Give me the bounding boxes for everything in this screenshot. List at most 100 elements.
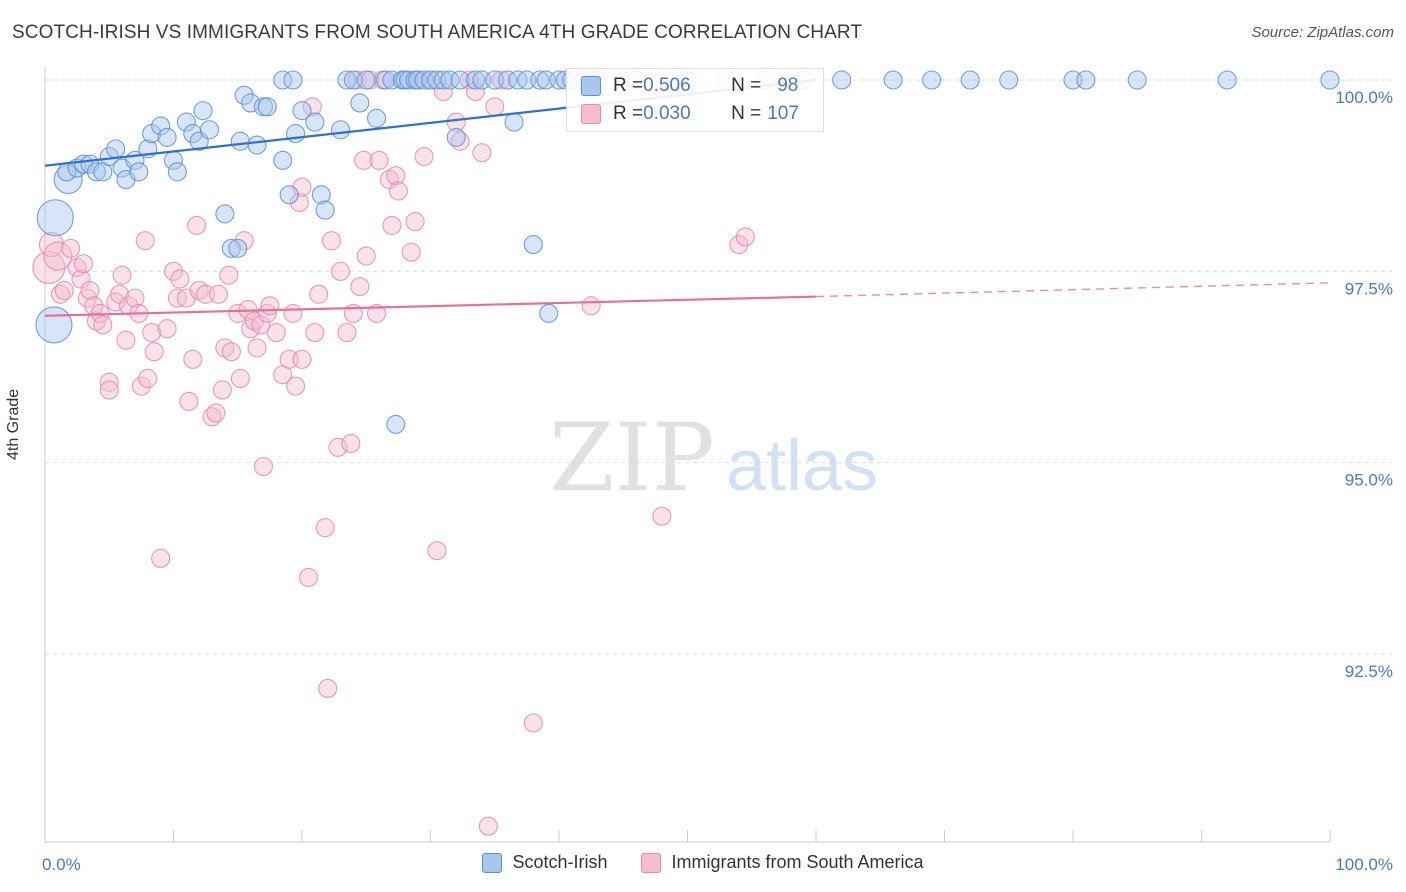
data-point [311, 185, 331, 205]
data-point [530, 70, 550, 90]
data-point [106, 139, 126, 159]
data-point [292, 349, 312, 369]
data-point [260, 296, 280, 316]
data-point [504, 112, 524, 132]
stats-swatch-pink [581, 104, 601, 124]
x-tick-label: 0.0% [42, 855, 81, 874]
data-point [266, 323, 286, 343]
data-point [999, 70, 1019, 90]
data-point [202, 407, 222, 427]
y-tick-label: 92.5% [1345, 662, 1393, 681]
data-point [163, 261, 184, 281]
series-immigrants-points [32, 70, 755, 836]
data-point [369, 150, 389, 170]
data-point [253, 456, 274, 477]
data-point [221, 238, 241, 258]
data-point [283, 70, 303, 90]
data-point [382, 215, 402, 235]
stats-r-label: R = [613, 103, 644, 124]
data-point [221, 342, 241, 362]
data-point [230, 368, 250, 389]
data-point [151, 548, 171, 568]
legend-item-immigrants[interactable]: Immigrants from South America [641, 852, 924, 873]
data-point [228, 238, 248, 258]
data-point [187, 215, 207, 235]
data-point [1127, 70, 1147, 90]
data-point [170, 269, 190, 289]
data-point [219, 265, 239, 285]
stats-n-label: N = [731, 103, 762, 124]
series-legend: Scotch-Irish Immigrants from South Ameri… [0, 852, 1406, 873]
data-point [305, 112, 325, 132]
data-point [883, 70, 903, 90]
data-point [1076, 70, 1096, 90]
tick-labels: 100.0% 97.5% 95.0% 92.5% 0.0% 100.0% [42, 88, 1393, 874]
stats-n-label: N = [731, 75, 762, 96]
data-point [292, 101, 312, 121]
data-point [1217, 70, 1237, 90]
data-point [315, 518, 335, 538]
data-point [50, 284, 70, 304]
stats-n-value: 107 [767, 103, 799, 124]
data-point [309, 284, 329, 304]
watermark-zip: ZIP [549, 404, 715, 513]
data-point [729, 234, 749, 255]
chart-title: SCOTCH-IRISH VS IMMIGRANTS FROM SOUTH AM… [12, 22, 863, 43]
data-point [498, 70, 518, 90]
data-point [960, 70, 980, 90]
data-point [273, 150, 293, 170]
data-point [401, 242, 421, 262]
data-point [283, 303, 303, 323]
data-point [388, 181, 408, 201]
data-point [157, 319, 177, 339]
data-point [179, 391, 199, 411]
data-point [228, 303, 248, 323]
source-label: Source: ZipAtlas.com [1251, 24, 1394, 41]
data-point [99, 372, 119, 392]
data-point [77, 288, 97, 308]
legend-label-scotch-irish: Scotch-Irish [512, 852, 608, 872]
data-point [247, 338, 267, 358]
legend-item-scotch-irish[interactable]: Scotch-Irish [482, 852, 607, 873]
data-point [167, 162, 187, 182]
data-point [491, 70, 511, 90]
legend-swatch-pink [641, 852, 662, 873]
data-point [305, 323, 325, 343]
data-point [129, 162, 149, 182]
data-point [86, 162, 106, 182]
data-point [350, 93, 370, 113]
axes [44, 66, 1331, 843]
x-tick-label: 100.0% [1335, 855, 1393, 874]
data-point [61, 238, 81, 258]
data-point [581, 296, 601, 316]
data-point [298, 567, 318, 588]
data-point [366, 303, 387, 323]
data-point [341, 433, 361, 454]
data-point [215, 204, 235, 224]
data-point [208, 284, 229, 304]
data-point [832, 70, 852, 90]
data-point [375, 70, 396, 90]
data-point [193, 101, 213, 121]
data-point [350, 277, 370, 297]
stats-n-value: 98 [777, 75, 799, 96]
data-point [478, 816, 498, 836]
data-point [405, 212, 425, 232]
data-point [286, 124, 306, 144]
data-point [142, 323, 162, 343]
y-tick-label: 100.0% [1335, 88, 1393, 107]
data-point [386, 414, 406, 434]
data-point [116, 330, 136, 350]
data-point [735, 227, 755, 247]
legend-swatch-blue [482, 852, 503, 873]
data-point [330, 261, 351, 281]
data-point [356, 70, 376, 90]
data-point [465, 70, 486, 90]
stats-r-value: 0.506 [643, 75, 691, 96]
stats-row-immigrants: R = 0.030 N = 107 [581, 103, 799, 125]
data-point [257, 303, 277, 323]
data-point [257, 97, 277, 117]
data-point [93, 315, 113, 335]
data-point [414, 146, 434, 167]
trend-line-immigrants-extrapolated [815, 282, 1331, 298]
